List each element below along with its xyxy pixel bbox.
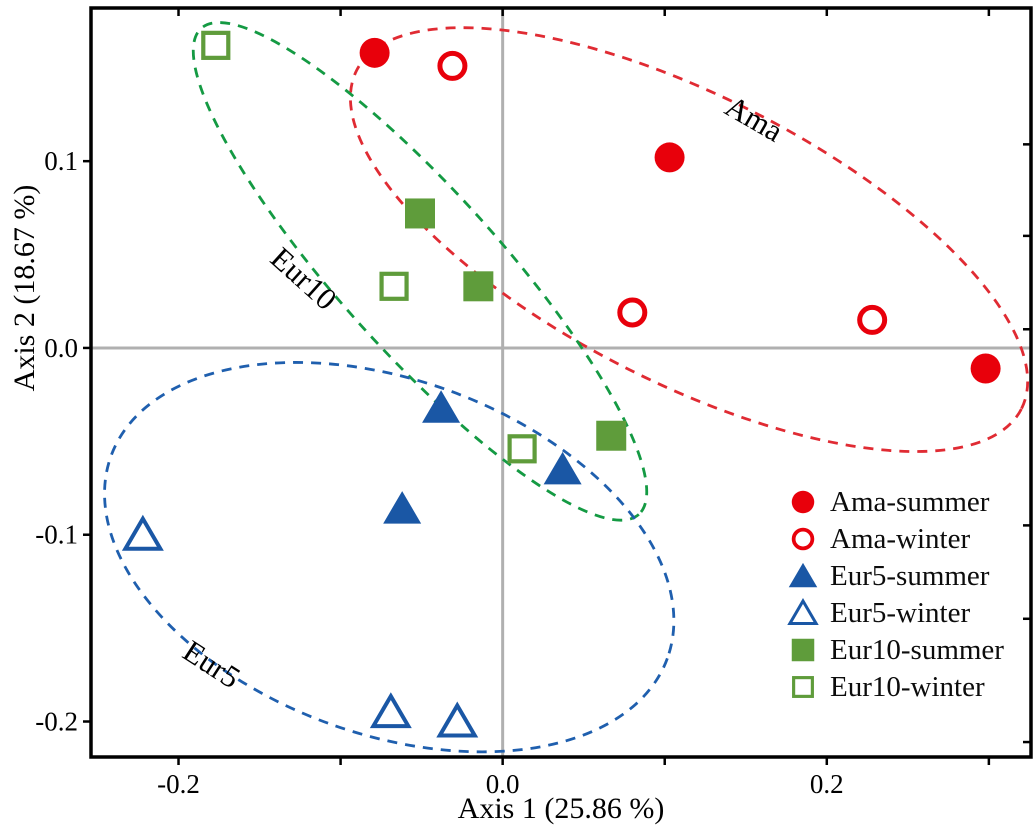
data-point-eur5-winter (121, 514, 164, 551)
data-point-eur5-summer (383, 491, 422, 524)
legend-marker-shape (791, 638, 815, 661)
legend-item-label: Eur10-summer (830, 633, 1004, 666)
legend-item-label: Ama-summer (830, 485, 990, 518)
data-point-ama-summer (359, 37, 390, 68)
square-open-icon (792, 675, 814, 698)
x-tick-label: -0.2 (157, 769, 200, 799)
data-point-ama-winter (857, 304, 888, 335)
legend-item-label: Eur5-winter (830, 596, 971, 629)
x-tick-label: 0.0 (486, 769, 520, 799)
group-ellipse-eur5 (103, 361, 676, 754)
data-point-ama-winter (437, 50, 468, 81)
legend-marker-shape (792, 675, 814, 698)
triangle-filled-icon (788, 562, 818, 587)
legend-marker-shape (787, 597, 819, 625)
y-tick-label: 0.1 (44, 146, 78, 176)
legend-item-eur5-summer: Eur5-summer (786, 557, 1004, 594)
data-point-eur10-winter (201, 30, 231, 60)
data-point-ama-winter (617, 297, 648, 328)
legend-item-ama-winter: Ama-winter (786, 520, 1004, 557)
data-point-eur5-summer (422, 390, 461, 423)
square-filled-icon (791, 638, 815, 661)
data-point-eur5-winter (369, 692, 412, 729)
group-ellipse-eur10 (191, 21, 649, 522)
legend-item-label: Ama-winter (830, 522, 971, 555)
ellipse-label-eur10: Eur10 (264, 240, 344, 317)
legend-item-eur5-winter: Eur5-winter (786, 594, 1004, 631)
data-point-eur10-summer (596, 420, 627, 451)
y-tick-label: 0.0 (44, 333, 78, 363)
data-point-ama-summer (970, 353, 1001, 384)
data-point-eur5-summer (543, 451, 582, 485)
circle-open-icon (791, 527, 815, 550)
legend-item-label: Eur5-summer (830, 559, 990, 592)
circle-filled-icon (791, 490, 815, 513)
data-point-ama-summer (654, 142, 685, 173)
legend-item-eur10-winter: Eur10-winter (786, 668, 1004, 705)
y-axis-title: Axis 2 (18.67 %) (8, 184, 41, 392)
y-tick-label: -0.1 (35, 520, 78, 550)
x-axis-title: Axis 1 (25.86 %) (457, 792, 665, 825)
data-point-eur10-winter (379, 271, 409, 301)
legend: Ama-summer Ama-winter Eur5-summer Eur5-wint… (786, 483, 1004, 705)
legend-marker-shape (791, 490, 815, 513)
data-point-eur5-winter (436, 701, 479, 738)
plot-border (89, 6, 1033, 759)
legend-marker-shape (788, 562, 818, 587)
triangle-open-icon (787, 597, 819, 625)
data-point-eur10-summer (405, 198, 435, 229)
legend-marker-shape (791, 527, 815, 550)
group-ellipse-ama (349, 26, 1030, 453)
data-point-eur10-winter (507, 434, 537, 464)
data-point-eur10-summer (463, 271, 494, 302)
x-tick-label: 0.2 (810, 769, 844, 799)
legend-item-eur10-summer: Eur10-summer (786, 631, 1004, 668)
legend-item-ama-summer: Ama-summer (786, 483, 1004, 520)
legend-item-label: Eur10-winter (830, 670, 985, 703)
ellipse-label-ama: Ama (719, 88, 789, 149)
y-tick-label: -0.2 (35, 707, 78, 737)
